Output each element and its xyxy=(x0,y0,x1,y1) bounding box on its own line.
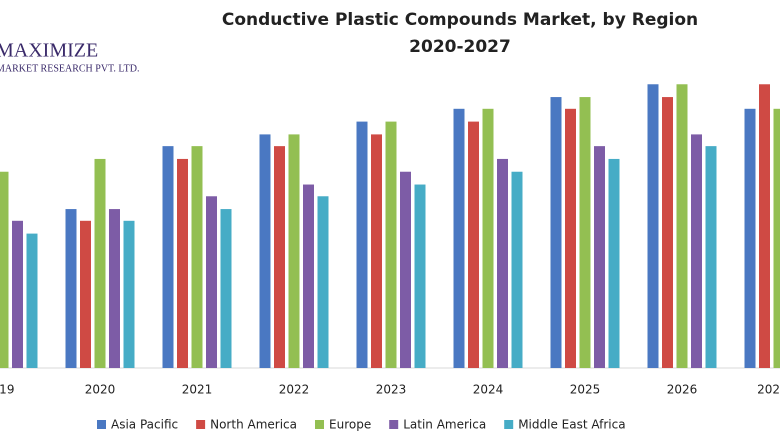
bar xyxy=(12,220,23,368)
bar xyxy=(371,134,382,368)
legend-label: Middle East Africa xyxy=(518,418,625,432)
bar xyxy=(497,158,508,368)
bar xyxy=(65,209,77,368)
x-tick-label: 019 xyxy=(0,383,14,397)
logo-subtitle: MARKET RESEARCH PVT. LTD. xyxy=(0,63,139,74)
x-tick-label: 2023 xyxy=(376,383,407,397)
bar xyxy=(385,121,397,368)
x-tick-label: 2020 xyxy=(85,383,116,397)
bar xyxy=(259,134,271,368)
bar xyxy=(759,84,770,369)
x-tick-label: 2024 xyxy=(473,383,504,397)
bar xyxy=(744,108,756,369)
bar xyxy=(565,108,576,369)
x-tick-label: 2022 xyxy=(279,383,310,397)
chart-subtitle: 2020-2027 xyxy=(409,37,511,57)
bar xyxy=(274,146,285,368)
bar xyxy=(109,209,120,368)
legend-swatch xyxy=(97,420,106,429)
bar xyxy=(453,108,465,369)
bar xyxy=(26,233,38,368)
bar xyxy=(550,97,562,369)
bar xyxy=(400,171,411,368)
bar xyxy=(303,184,314,368)
bar xyxy=(80,220,91,368)
bar xyxy=(94,158,106,368)
bar xyxy=(220,209,232,368)
bar xyxy=(647,84,659,369)
bar xyxy=(594,146,605,368)
x-tick-label: 202 xyxy=(757,383,780,397)
chart-title: Conductive Plastic Compounds Market, by … xyxy=(222,10,698,30)
bar xyxy=(676,84,688,369)
x-tick-label: 2021 xyxy=(182,383,213,397)
bar xyxy=(662,97,673,369)
logo-name: MAXIMIZE xyxy=(0,40,98,62)
bar xyxy=(414,184,426,368)
bar xyxy=(206,196,217,368)
x-tick-label: 2025 xyxy=(570,383,601,397)
bar xyxy=(356,121,368,368)
bar xyxy=(177,158,188,368)
bar xyxy=(608,158,620,368)
bar xyxy=(191,146,203,368)
bar xyxy=(288,134,300,368)
legend-swatch xyxy=(389,420,399,429)
bar xyxy=(162,146,174,368)
x-tick-label: 2026 xyxy=(667,383,698,397)
bar xyxy=(0,171,9,368)
bar xyxy=(691,134,702,368)
bar xyxy=(482,108,494,369)
bar xyxy=(317,196,329,368)
bar xyxy=(579,97,591,369)
legend-label: North America xyxy=(210,418,297,432)
legend-label: Latin America xyxy=(403,418,486,432)
bar xyxy=(773,108,780,369)
legend-label: Europe xyxy=(329,418,371,432)
legend-swatch xyxy=(504,420,514,429)
bar xyxy=(468,121,479,368)
bar xyxy=(511,171,523,368)
bar xyxy=(705,146,717,368)
legend-swatch xyxy=(196,420,206,429)
legend-label: Asia Pacific xyxy=(111,418,178,432)
bar xyxy=(123,220,135,368)
legend-swatch xyxy=(315,420,324,429)
